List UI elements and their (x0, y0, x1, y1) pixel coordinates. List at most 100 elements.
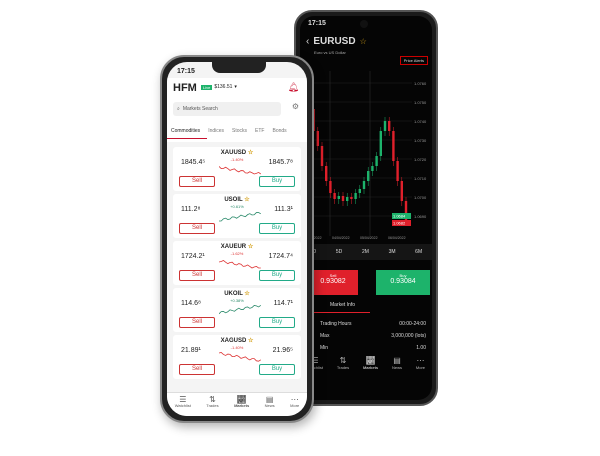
sparkline (219, 260, 261, 269)
candlestick-chart[interactable]: 1.0760 1.0750 1.0740 1.0730 1.0720 1.0710 1.07… (300, 71, 432, 241)
nav-more[interactable]: ⋯ More (416, 356, 425, 386)
tab-bonds[interactable]: Bonds (272, 128, 287, 134)
balance[interactable]: $136.51 (214, 84, 233, 90)
candle (320, 146, 324, 166)
timeframe-bar: 1D5D2M3M6M (300, 244, 432, 260)
markets-icon: 📈︎ (236, 395, 247, 404)
star-icon[interactable]: ☆ (244, 197, 250, 203)
sell-button[interactable]: Sell (179, 364, 215, 375)
buy-price: 21.96⁵ (272, 347, 293, 354)
nav-label: News (392, 365, 403, 370)
tab-market-info[interactable]: Market Info (330, 302, 356, 308)
info-label: Min (320, 345, 329, 351)
symbol: XAGUSD ☆ (220, 338, 254, 344)
search-input[interactable]: ⌕ Markets Search (173, 102, 281, 116)
candle (400, 181, 403, 201)
sparkline (219, 352, 262, 362)
sell-price: 114.6⁸ (181, 300, 201, 307)
price-tag (392, 213, 411, 219)
buy-button[interactable]: Buy (259, 317, 295, 328)
star-icon[interactable]: ☆ (247, 150, 254, 156)
nav-watchlist[interactable]: ☰ Watchlist (175, 396, 191, 416)
tab-commodities[interactable]: Commodities (171, 128, 201, 134)
nav-markets[interactable]: 📈︎ Markets (363, 356, 378, 386)
price-tag (392, 220, 411, 226)
buy-button[interactable]: Buy (259, 223, 295, 234)
nav-label: Markets (363, 365, 379, 370)
instrument-card[interactable]: XAUUSD ☆ -1.40% 1845.4⁵ 1845.7⁸ Sell Buy (173, 147, 301, 191)
markets-icon: 📈︎ (365, 356, 376, 365)
nav-label: Trades (336, 365, 350, 370)
info-value: 1.00 (416, 345, 426, 351)
sell-button[interactable]: Sell (179, 270, 215, 281)
nav-more[interactable]: ⋯ More (290, 396, 299, 416)
nav-news[interactable]: ▤ News (265, 396, 275, 416)
settings-icon[interactable]: ⚙ (291, 102, 299, 111)
watchlist-screen: 17:15 HFM Live $136.51 ▾ 🔔︎ ⌕ Markets Se… (167, 62, 307, 416)
candle (354, 193, 357, 199)
star-icon[interactable]: ☆ (247, 244, 254, 250)
instrument-card[interactable]: UKOIL ☆ +0.38% 114.6⁸ 114.7¹ Sell Buy (173, 288, 301, 332)
timeframe-5D[interactable]: 5D (335, 249, 343, 255)
sell-button[interactable]: Sell (179, 317, 215, 328)
price-tick: 1.0760 (414, 81, 427, 86)
back-icon[interactable]: ‹ (306, 36, 310, 47)
instrument-list: XAUUSD ☆ -1.40% 1845.4⁵ 1845.7⁸ Sell Buy… (167, 144, 307, 379)
sell-button[interactable]: Sell (179, 223, 215, 234)
bottom-nav: ☰ Watchlist ⇅ Trades 📈︎ Markets ▤ News ⋯ More (300, 356, 432, 386)
nav-label: Markets (234, 403, 250, 408)
tab-etf[interactable]: ETF (255, 128, 265, 134)
instrument-card[interactable]: XAGUSD ☆ -1.40% 21.89¹ 21.96⁵ Sell Buy (173, 335, 301, 379)
timeframe-2M[interactable]: 2M (361, 249, 369, 255)
search-placeholder: Markets Search (182, 106, 218, 112)
buy-price: 1724.7⁴ (268, 253, 293, 260)
buy-button[interactable]: Buy (259, 364, 295, 375)
candle (316, 131, 319, 146)
candle (341, 196, 345, 201)
category-tabs: Commodities Indices Stocks ETF Bonds (171, 128, 287, 134)
nav-news[interactable]: ▤ News (392, 356, 402, 386)
star-icon[interactable]: ☆ (247, 338, 254, 344)
sell-button[interactable]: Sell 0.93082 (308, 270, 358, 295)
buy-button[interactable]: Buy 0.93084 (376, 270, 430, 295)
sell-button[interactable]: Sell (179, 176, 215, 187)
info-value: 3,000,000 (lots) (391, 333, 426, 339)
symbol: XAUEUR ☆ (220, 244, 254, 250)
buy-price: 111.3¹ (274, 206, 293, 213)
candle (325, 166, 328, 181)
candle (337, 196, 340, 199)
nav-label: Watchlist (306, 365, 323, 370)
change-percent: -1.40% (230, 345, 244, 350)
price-alert-button[interactable]: Price Alerts (399, 56, 428, 65)
nav-trades[interactable]: ⇅ Trades (337, 356, 349, 386)
nav-watchlist[interactable]: ☰ Watchlist (307, 356, 323, 386)
tab-underline (167, 138, 207, 139)
hfm-logo: HFM (173, 82, 197, 94)
price-tick: 1.0720 (414, 157, 427, 162)
bell-icon[interactable]: 🔔︎ (287, 82, 299, 92)
chevron-down-icon[interactable]: ▾ (234, 84, 237, 90)
price-tick: 1.0690 (414, 214, 427, 219)
buy-button[interactable]: Buy (259, 270, 295, 281)
trades-icon: ⇅ (339, 356, 347, 365)
candle (383, 121, 387, 131)
star-icon[interactable]: ☆ (244, 291, 250, 297)
info-label: Trading Hours (320, 321, 352, 327)
change-percent: -1.62% (230, 251, 244, 256)
tab-indices[interactable]: Indices (208, 128, 225, 134)
candle (375, 156, 378, 166)
buy-button[interactable]: Buy (259, 176, 295, 187)
timeframe-6M[interactable]: 6M (415, 249, 423, 255)
bottom-nav: ☰ Watchlist ⇅ Trades 📈︎ Markets ▤ News ⋯ More (167, 392, 307, 416)
nav-markets[interactable]: 📈︎ Markets (234, 396, 249, 416)
star-icon[interactable]: ☆ (359, 37, 367, 46)
candle (346, 197, 349, 201)
tab-stocks[interactable]: Stocks (232, 128, 248, 134)
nav-trades[interactable]: ⇅ Trades (206, 396, 218, 416)
instrument-card[interactable]: USOIL ☆ +0.61% 111.2⁸ 111.3¹ Sell Buy (173, 194, 301, 238)
more-icon: ⋯ (416, 356, 425, 365)
nav-label: Trades (206, 403, 219, 408)
instrument-card[interactable]: XAUEUR ☆ -1.62% 1724.2¹ 1724.7⁴ Sell Buy (173, 241, 301, 285)
timeframe-3M[interactable]: 3M (388, 249, 396, 255)
change-percent: +0.38% (230, 298, 244, 303)
